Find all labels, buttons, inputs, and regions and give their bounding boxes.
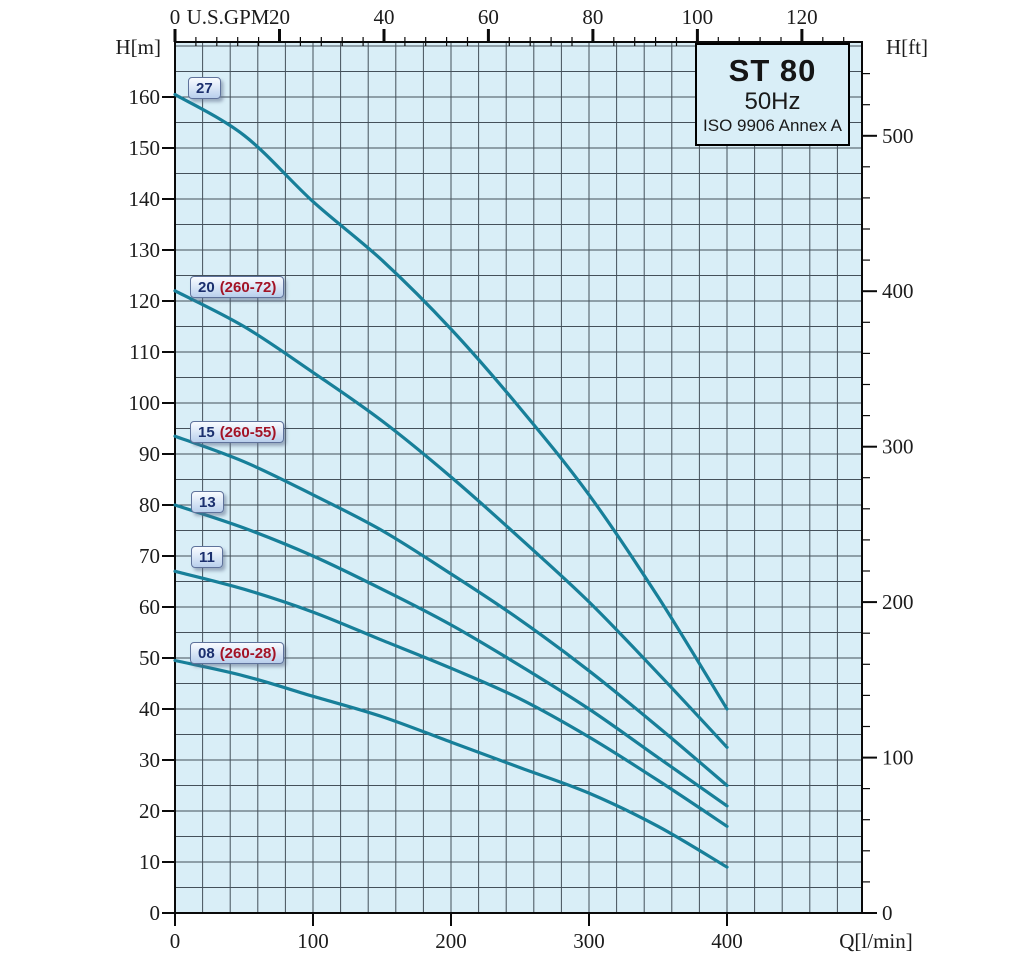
curve-badge-number: 15	[198, 423, 215, 441]
top-tick-label: 100	[682, 5, 714, 29]
right-tick-label: 300	[882, 435, 914, 459]
top-tick-label: 80	[582, 5, 603, 29]
curve-badge-20: 20 (260-72)	[190, 276, 285, 298]
top-tick-label: 0	[170, 5, 181, 29]
tick-labels: 0102030405060708090100110120130140150160…	[116, 5, 928, 953]
left-tick-label: 130	[129, 238, 161, 262]
curve-badge-number: 08	[198, 644, 215, 662]
right-tick-label: 0	[882, 901, 893, 925]
left-tick-label: 70	[139, 544, 160, 568]
curve-badge-number: 27	[196, 79, 213, 97]
bottom-tick-label: 200	[435, 929, 467, 953]
left-tick-label: 10	[139, 850, 160, 874]
left-tick-label: 40	[139, 697, 160, 721]
left-tick-label: 50	[139, 646, 160, 670]
right-tick-label: 200	[882, 590, 914, 614]
left-tick-label: 150	[129, 136, 161, 160]
curve-badge-number: 11	[199, 548, 215, 566]
curve-badge-detail: (260-72)	[219, 278, 277, 296]
bottom-tick-label: 100	[297, 929, 329, 953]
curve-badge-number: 13	[199, 493, 216, 511]
left-tick-label: 0	[150, 901, 161, 925]
left-tick-label: 90	[139, 442, 160, 466]
left-tick-label: 100	[129, 391, 161, 415]
pump-model: ST 80	[728, 53, 817, 88]
right-tick-label: 500	[882, 124, 914, 148]
top-tick-label: 20	[269, 5, 290, 29]
curve-20	[173, 289, 729, 749]
left-axis-label: H[m]	[116, 35, 162, 59]
left-tick-label: 20	[139, 799, 160, 823]
curve-badge-15: 15 (260-55)	[190, 421, 285, 443]
left-tick-label: 140	[129, 187, 161, 211]
left-tick-label: 80	[139, 493, 160, 517]
top-tick-label: 40	[374, 5, 395, 29]
top-tick-label: 60	[478, 5, 499, 29]
curve-badge-11: 11	[191, 546, 223, 568]
performance-curves	[173, 92, 729, 869]
curve-27	[173, 92, 729, 711]
curve-11	[173, 569, 729, 828]
left-tick-label: 120	[129, 289, 161, 313]
bottom-axis-label: Q[l/min]	[839, 929, 913, 953]
top-tick-label: 120	[786, 5, 818, 29]
right-tick-label: 400	[882, 279, 914, 303]
curve-badge-detail: (260-28)	[219, 644, 277, 662]
curve-13	[173, 503, 729, 808]
left-tick-label: 30	[139, 748, 160, 772]
pump-frequency: 50Hz	[744, 88, 801, 115]
curve-badge-detail: (260-55)	[219, 423, 277, 441]
plot-border	[174, 41, 863, 914]
curve-15	[173, 434, 729, 788]
bottom-tick-label: 300	[573, 929, 605, 953]
curve-badge-13: 13	[191, 491, 224, 513]
curve-08	[173, 658, 729, 869]
axis-ticks	[162, 29, 877, 926]
right-tick-label: 100	[882, 746, 914, 770]
bottom-tick-label: 0	[170, 929, 181, 953]
curve-badge-number: 20	[198, 278, 215, 296]
left-tick-label: 60	[139, 595, 160, 619]
title-box: ST 80 50Hz ISO 9906 Annex A	[695, 43, 850, 146]
left-tick-label: 110	[129, 340, 160, 364]
left-tick-label: 160	[129, 85, 161, 109]
top-axis-label: U.S.GPM	[187, 5, 270, 29]
bottom-tick-label: 400	[711, 929, 743, 953]
curve-badge-08: 08 (260-28)	[190, 642, 285, 664]
curve-badge-27: 27	[188, 77, 221, 99]
right-axis-label: H[ft]	[886, 35, 928, 59]
test-standard: ISO 9906 Annex A	[703, 116, 842, 135]
